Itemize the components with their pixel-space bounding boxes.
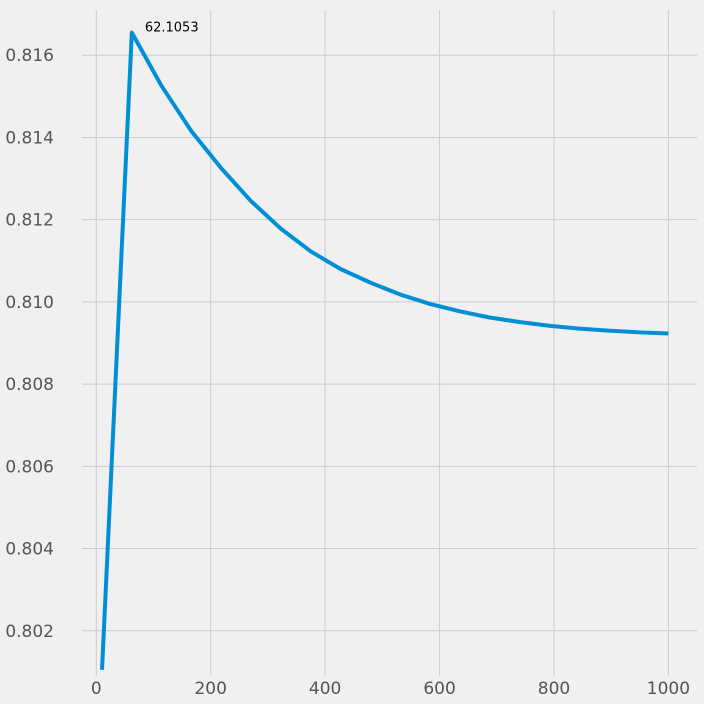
series-line	[100, 30, 669, 670]
peak-annotation: 62.1053	[145, 21, 199, 36]
series-layer	[100, 30, 669, 670]
x-tick-label: 400	[309, 679, 341, 699]
y-tick-label: 0.808	[5, 375, 54, 395]
x-tick-label: 0	[91, 679, 102, 699]
x-tick-label: 800	[538, 679, 570, 699]
y-tick-label: 0.810	[5, 293, 54, 313]
x-tick-label: 600	[423, 679, 455, 699]
y-tick-label: 0.802	[5, 622, 54, 642]
y-tick-label: 0.814	[5, 128, 54, 148]
y-tick-label: 0.812	[5, 211, 54, 231]
grid-lines	[82, 10, 697, 676]
y-tick-label: 0.806	[5, 457, 54, 477]
y-tick-label: 0.804	[5, 540, 54, 560]
tick-labels: 0 200 400 600 800 1000 0.802 0.804 0.806 0.808 0.8…	[5, 46, 690, 699]
x-tick-label: 1000	[647, 679, 690, 699]
y-tick-label: 0.816	[5, 46, 54, 66]
x-tick-label: 200	[194, 679, 226, 699]
